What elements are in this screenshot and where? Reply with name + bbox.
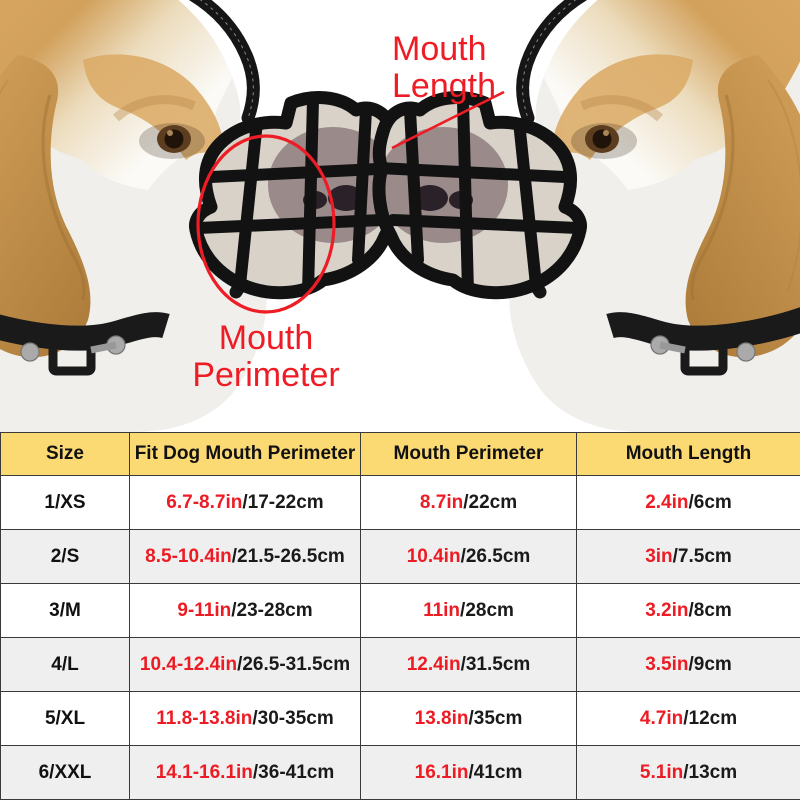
svg-text:Perimeter: Perimeter — [192, 356, 339, 394]
svg-text:Mouth: Mouth — [392, 30, 487, 68]
svg-text:Mouth: Mouth — [219, 319, 314, 357]
svg-text:Length: Length — [392, 67, 496, 105]
